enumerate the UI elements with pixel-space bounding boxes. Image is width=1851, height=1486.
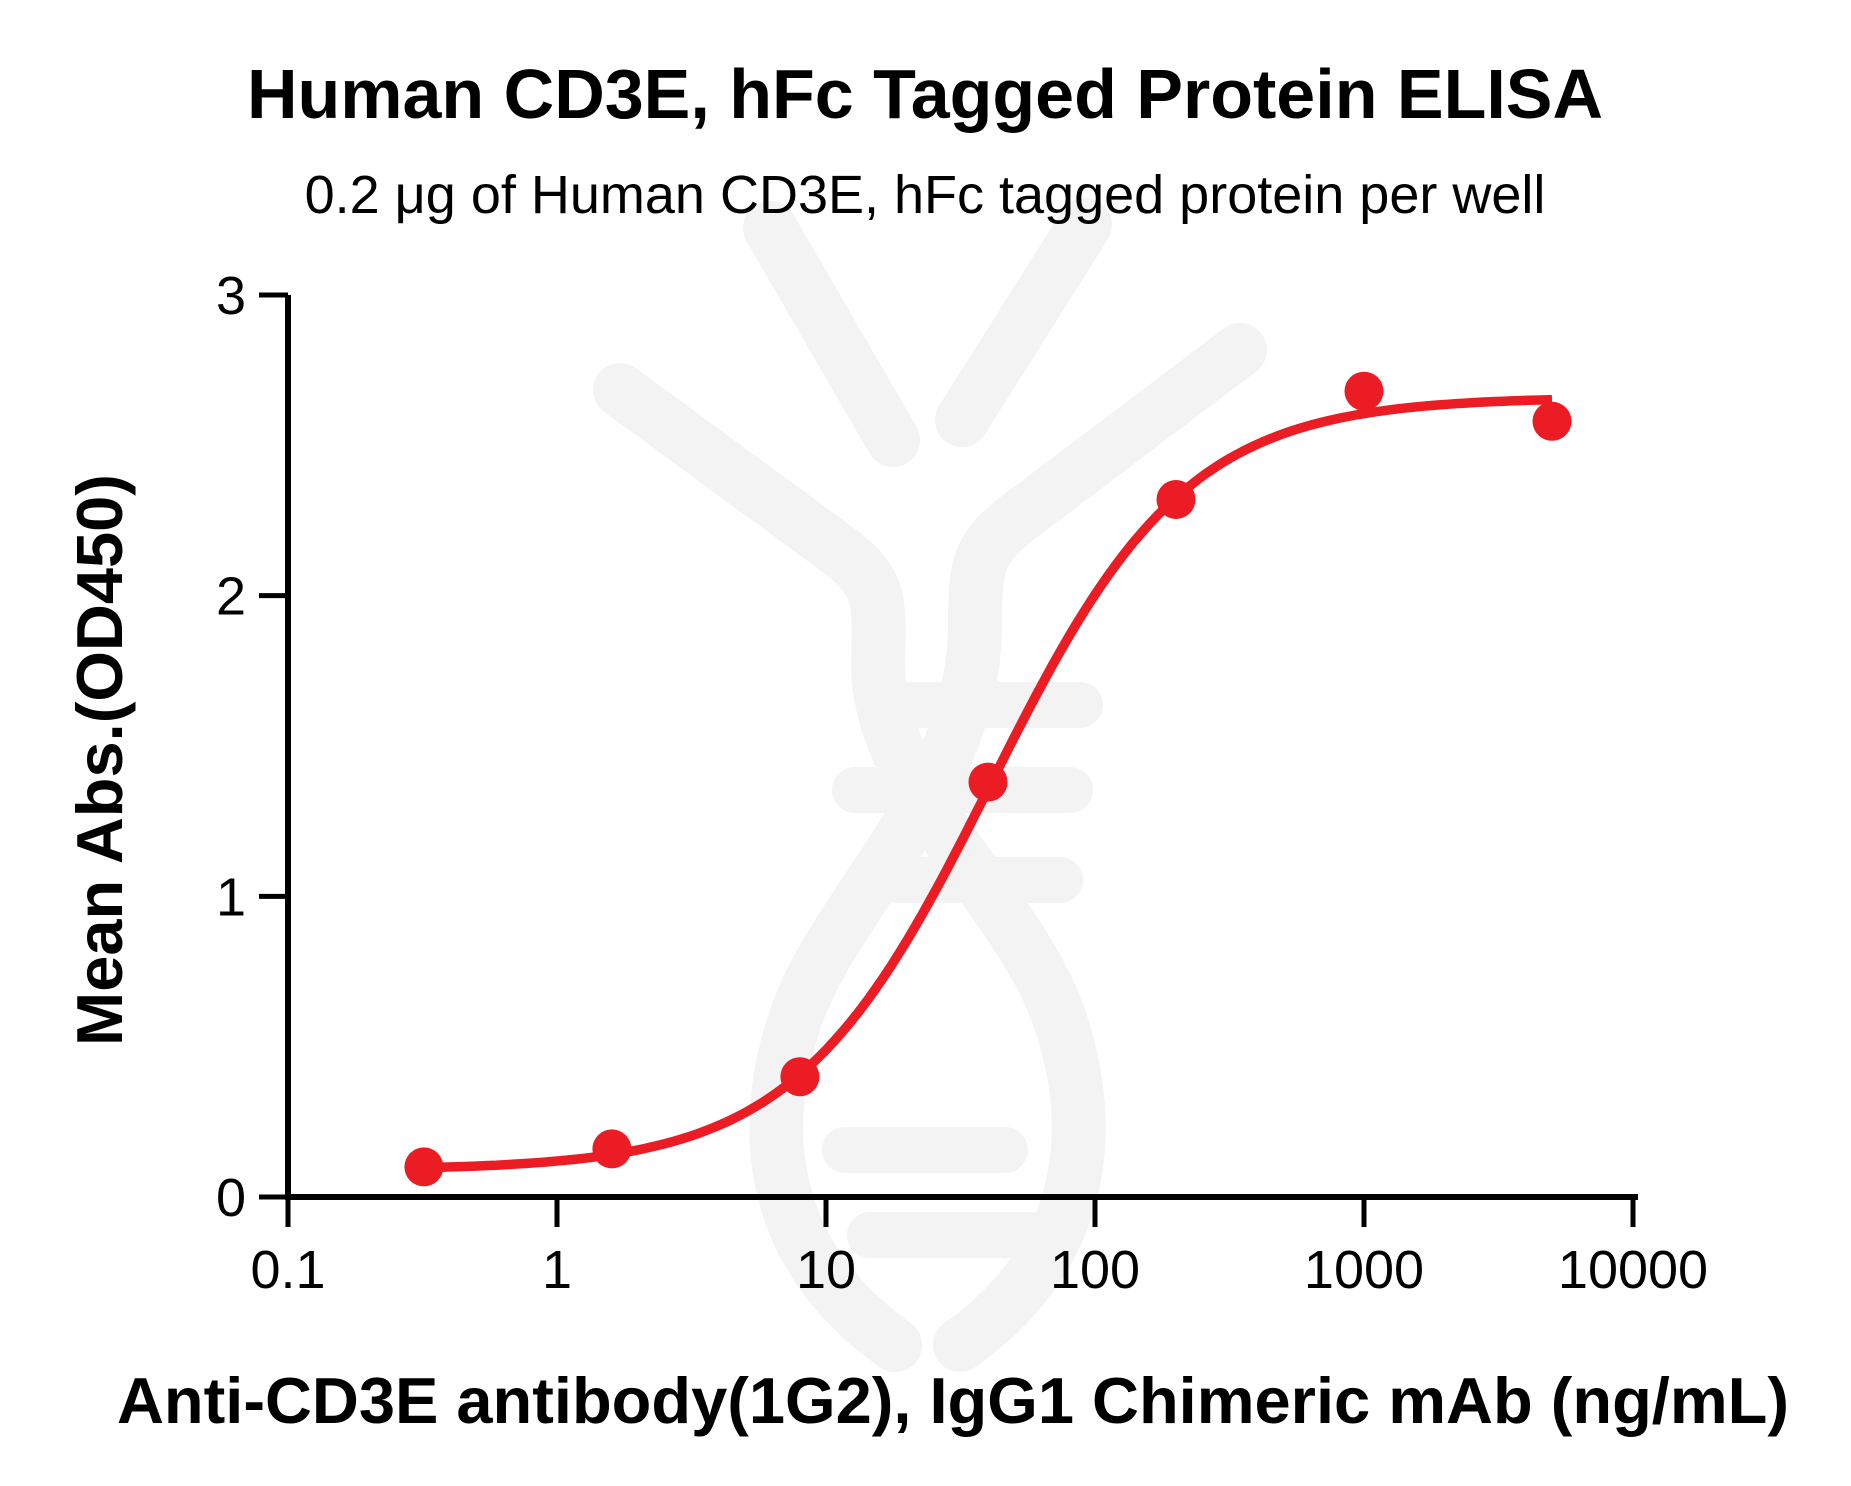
x-tick-label: 0.1 bbox=[250, 1240, 325, 1300]
chart-title: Human CD3E, hFc Tagged Protein ELISA bbox=[247, 55, 1603, 133]
watermark-inner-right-arm bbox=[935, 198, 1112, 447]
x-axis-title: Anti-CD3E antibody(1G2), IgG1 Chimeric m… bbox=[117, 1364, 1789, 1437]
y-tick-label: 2 bbox=[216, 567, 246, 627]
x-tick-label: 10000 bbox=[1558, 1240, 1708, 1300]
y-tick-label: 3 bbox=[216, 266, 246, 326]
axes: 0.1 1 10 100 1000 10000 0 1 2 3 bbox=[216, 266, 1708, 1300]
x-tick-label: 1000 bbox=[1304, 1240, 1424, 1300]
x-tick-label: 100 bbox=[1050, 1240, 1140, 1300]
data-point bbox=[592, 1129, 632, 1169]
y-tick-label: 0 bbox=[216, 1168, 246, 1228]
data-point bbox=[1156, 480, 1196, 519]
chart-subtitle: 0.2 μg of Human CD3E, hFc tagged protein… bbox=[305, 165, 1546, 225]
watermark-antibody-dna bbox=[593, 198, 1267, 1372]
data-point bbox=[1532, 401, 1572, 441]
y-tick-label: 1 bbox=[216, 867, 246, 927]
data-point bbox=[968, 762, 1008, 802]
watermark-right-strand bbox=[749, 323, 1267, 1372]
data-point bbox=[404, 1147, 444, 1187]
watermark-inner-left-arm bbox=[743, 201, 920, 467]
data-points bbox=[404, 371, 1572, 1187]
data-point bbox=[780, 1057, 820, 1097]
watermark-dna-rungs bbox=[822, 682, 1103, 1258]
x-tick-label: 1 bbox=[542, 1240, 572, 1300]
x-tick-label: 10 bbox=[796, 1240, 856, 1300]
data-point bbox=[1344, 371, 1384, 411]
y-axis-title: Mean Abs.(OD450) bbox=[63, 474, 136, 1046]
